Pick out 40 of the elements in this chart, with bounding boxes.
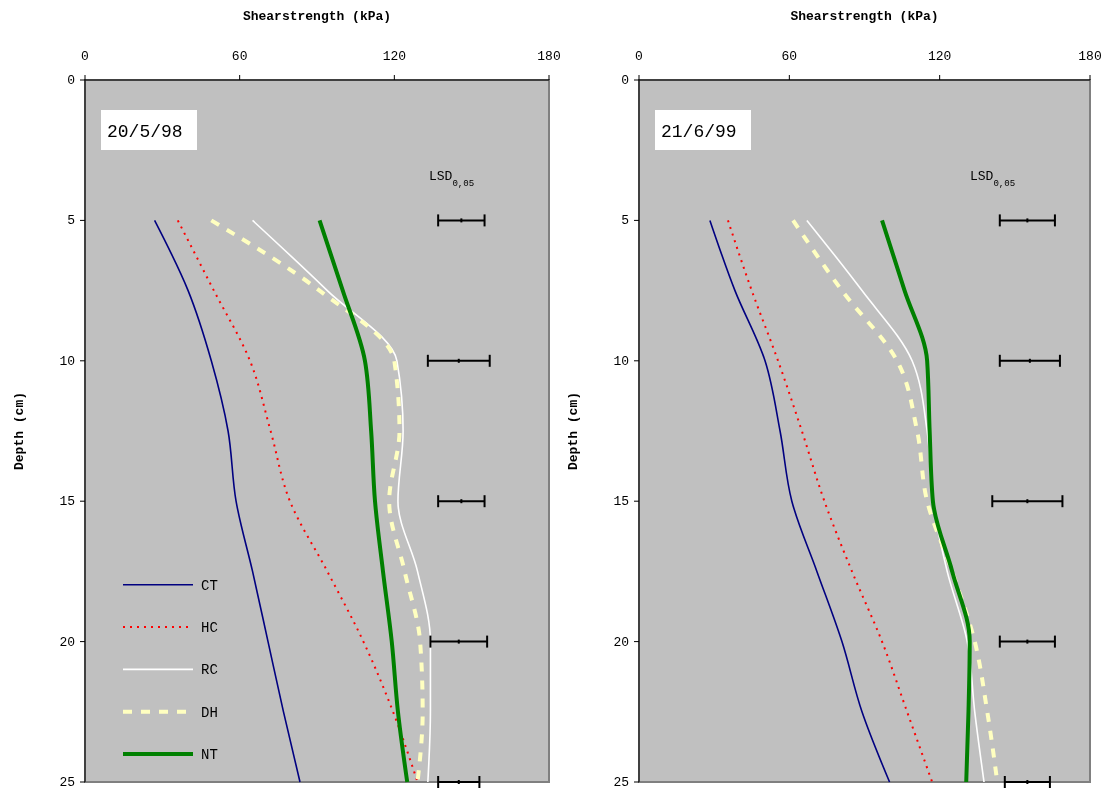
line-series <box>880 218 972 784</box>
annotation: LSD$_{0,05}$ <box>429 169 475 189</box>
x-tick-label: 180 <box>537 49 561 64</box>
legend-label: DH <box>201 704 218 721</box>
legend-label: NT <box>201 747 218 763</box>
x-tick-label: 120 <box>927 49 952 64</box>
y-tick-label: 15 <box>613 494 629 510</box>
y-tick-label: 20 <box>613 634 629 650</box>
annotation: 21/6/99 <box>661 122 737 142</box>
y-tick-label: 0 <box>621 73 629 88</box>
line-series <box>176 219 419 783</box>
y-tick-label: 5 <box>67 213 75 229</box>
y-axis-title: Depth (cm) <box>566 391 581 471</box>
y-tick-label: 25 <box>613 775 629 790</box>
y-tick-label: 25 <box>59 775 75 790</box>
x-axis-title: Shearstrength (kPa) <box>790 9 939 24</box>
x-tick-label: 60 <box>231 49 248 64</box>
x-axis-title: Shearstrength (kPa) <box>242 9 392 24</box>
y-tick-label: 20 <box>59 634 75 650</box>
line-series <box>709 219 891 783</box>
x-tick-label: 120 <box>382 49 407 64</box>
y-tick-label: 5 <box>621 213 629 229</box>
x-tick-label: 60 <box>781 49 798 64</box>
y-tick-label: 0 <box>67 73 75 88</box>
line-series <box>726 219 934 783</box>
legend-label: CT <box>201 577 218 594</box>
x-tick-label: 180 <box>1078 49 1102 64</box>
x-tick-label: 0 <box>635 49 643 64</box>
y-tick-label: 10 <box>613 353 629 369</box>
legend-label: RC <box>201 662 218 679</box>
line-series <box>317 218 410 784</box>
annotation: 20/5/98 <box>107 122 183 142</box>
annotation: LSD$_{0,05}$ <box>970 169 1016 189</box>
y-tick-label: 15 <box>59 494 75 510</box>
line-series <box>153 219 301 783</box>
x-tick-label: 0 <box>81 49 89 64</box>
legend-label: HC <box>201 620 218 637</box>
y-tick-label: 10 <box>59 353 75 369</box>
y-axis-title: Depth (cm) <box>12 391 27 471</box>
line-series <box>251 219 432 783</box>
